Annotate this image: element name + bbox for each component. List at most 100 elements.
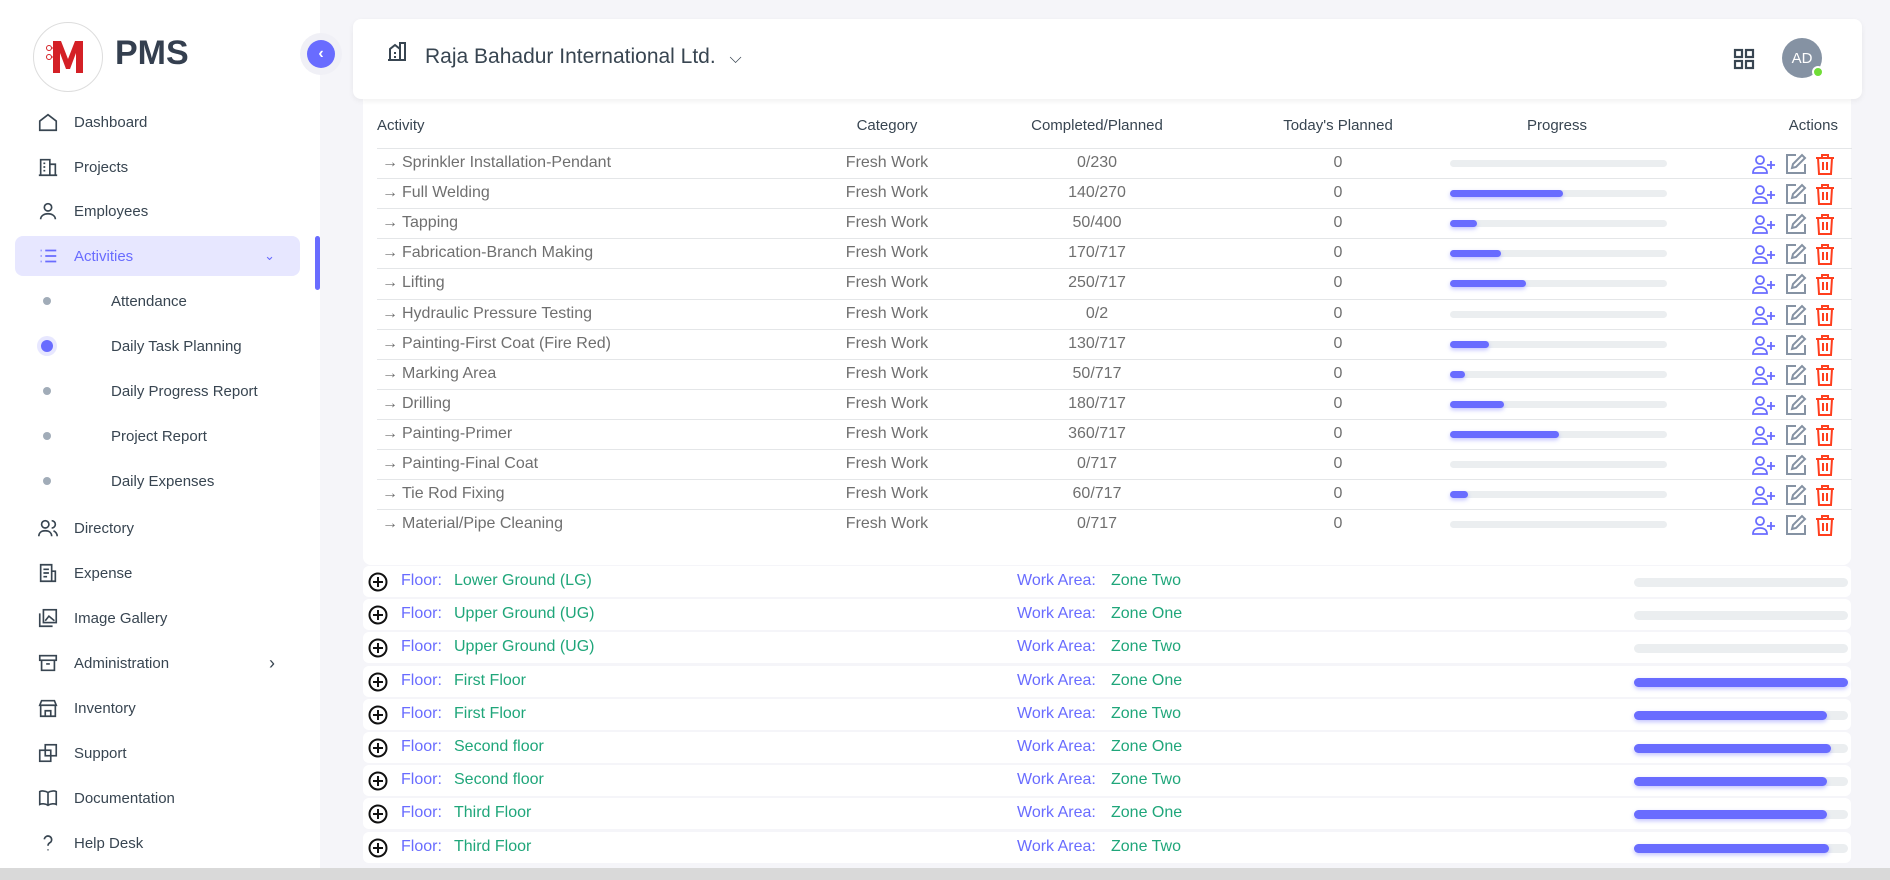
collapse-sidebar-button[interactable]: ‹ [300,33,342,75]
delete-icon[interactable] [1815,364,1835,386]
expand-plus-icon[interactable] [368,638,388,658]
sidebar-item-administration[interactable]: Administration › [15,643,300,683]
floor-row[interactable]: Floor: Lower Ground (LG) Work Area: Zone… [363,566,1851,597]
sidebar: PMS Dashboard Projects Employees Activities… [0,0,320,868]
edit-icon[interactable] [1785,183,1807,205]
sidebar-item-dashboard[interactable]: Dashboard [15,102,300,142]
edit-icon[interactable] [1785,304,1807,326]
sidebar-item-expense[interactable]: Expense [15,553,300,593]
assign-user-icon[interactable] [1752,184,1776,204]
expand-plus-icon[interactable] [368,738,388,758]
sidebar-item-support[interactable]: Support [15,733,300,773]
delete-icon[interactable] [1815,304,1835,326]
assign-user-icon[interactable] [1752,214,1776,235]
activity-name: Painting-First Coat (Fire Red) [402,334,611,352]
table-row: → Sprinkler Installation-Pendant Fresh W… [377,148,1852,178]
floor-row[interactable]: Floor: First Floor Work Area: Zone One [363,665,1851,697]
sidebar-item-image-gallery[interactable]: Image Gallery [15,598,300,638]
floor-row[interactable]: Floor: Second floor Work Area: Zone Two [363,765,1851,797]
edit-icon[interactable] [1785,514,1807,536]
floor-row[interactable]: Floor: Upper Ground (UG) Work Area: Zone… [363,632,1851,664]
edit-icon[interactable] [1785,454,1807,476]
assign-user-icon[interactable] [1752,485,1776,505]
sidebar-item-activities[interactable]: Activities ⌄ [15,236,300,276]
activity-name: Tie Rod Fixing [402,485,505,503]
assign-user-icon[interactable] [1752,305,1776,325]
table-row: → Painting-Final Coat Fresh Work 0/717 0 [377,449,1852,479]
assign-user-icon[interactable] [1752,455,1776,475]
delete-icon[interactable] [1815,243,1835,266]
progress-bar [1450,491,1667,499]
edit-icon[interactable] [1785,424,1807,446]
assign-user-icon[interactable] [1752,154,1776,174]
expand-plus-icon[interactable] [368,605,388,625]
floor-row[interactable]: Floor: Upper Ground (UG) Work Area: Zone… [363,599,1851,631]
submenu-item-project-report[interactable]: Project Report [0,416,300,456]
floor-row[interactable]: Floor: Third Floor Work Area: Zone Two [363,831,1851,863]
delete-icon[interactable] [1815,273,1835,296]
delete-icon[interactable] [1815,514,1835,537]
completed-planned: 50/400 [1072,214,1122,232]
floor-row[interactable]: Floor: Third Floor Work Area: Zone One [363,798,1851,830]
assign-user-icon[interactable] [1752,515,1776,536]
submenu-item-daily-task-planning[interactable]: Daily Task Planning [0,326,300,366]
delete-icon[interactable] [1815,334,1835,356]
expand-plus-icon[interactable] [368,771,388,791]
assign-user-icon[interactable] [1752,365,1776,385]
edit-icon[interactable] [1785,213,1807,235]
expand-plus-icon[interactable] [368,705,388,725]
edit-icon[interactable] [1785,394,1807,416]
assign-user-icon[interactable] [1752,244,1776,265]
expand-plus-icon[interactable] [368,838,388,858]
sidebar-item-projects[interactable]: Projects [15,147,300,187]
delete-icon[interactable] [1815,183,1835,206]
home-icon [38,113,58,132]
submenu-item-daily-progress-report[interactable]: Daily Progress Report [0,371,300,411]
edit-icon[interactable] [1785,273,1807,295]
user-icon [39,202,57,220]
floor-row[interactable]: Floor: Second floor Work Area: Zone One [363,732,1851,763]
apps-grid-icon[interactable] [1733,48,1755,70]
expand-plus-icon[interactable] [368,672,388,692]
edit-icon[interactable] [1785,334,1807,356]
assign-user-icon[interactable] [1752,395,1776,415]
expand-plus-icon[interactable] [368,572,388,592]
edit-icon[interactable] [1785,153,1807,175]
project-selector[interactable]: Raja Bahadur International Ltd. ⌵ [425,45,742,69]
work-area-name: Zone One [1111,738,1183,755]
delete-icon[interactable] [1815,424,1835,446]
edit-icon[interactable] [1785,364,1807,386]
assign-user-icon[interactable] [1752,274,1776,295]
sidebar-item-directory[interactable]: Directory [15,508,300,548]
table-row: → Full Welding Fresh Work 140/270 0 [377,178,1852,208]
sidebar-item-documentation[interactable]: Documentation [15,778,300,818]
sidebar-item-help-desk[interactable]: Help Desk [15,823,300,863]
edit-icon[interactable] [1785,243,1807,265]
col-todays-planned: Today's Planned [1283,117,1393,134]
activity-name: Material/Pipe Cleaning [402,515,563,533]
submenu-item-daily-expenses[interactable]: Daily Expenses [0,461,300,501]
expand-plus-icon[interactable] [368,804,388,824]
sidebar-item-inventory[interactable]: Inventory [15,688,300,728]
sidebar-scrollbar[interactable] [315,236,320,290]
arrow-right-icon: → [382,515,398,533]
activity-name: Painting-Primer [402,424,513,442]
delete-icon[interactable] [1815,484,1835,507]
assign-user-icon[interactable] [1752,425,1776,445]
floor-progress-bar [1634,644,1848,654]
submenu-item-attendance[interactable]: Attendance [0,281,300,321]
delete-icon[interactable] [1815,394,1835,416]
submenu-label: Daily Task Planning [111,337,242,355]
sidebar-item-employees[interactable]: Employees [15,191,300,231]
avatar[interactable]: AD [1782,38,1824,78]
completed-planned: 170/717 [1068,244,1126,262]
delete-icon[interactable] [1815,213,1835,236]
online-status-dot [1812,66,1824,78]
delete-icon[interactable] [1815,454,1835,476]
floor-row[interactable]: Floor: First Floor Work Area: Zone Two [363,698,1851,730]
col-actions: Actions [1788,117,1838,134]
assign-user-icon[interactable] [1752,335,1776,355]
category: Fresh Work [845,424,929,442]
edit-icon[interactable] [1785,484,1807,506]
delete-icon[interactable] [1815,153,1835,175]
